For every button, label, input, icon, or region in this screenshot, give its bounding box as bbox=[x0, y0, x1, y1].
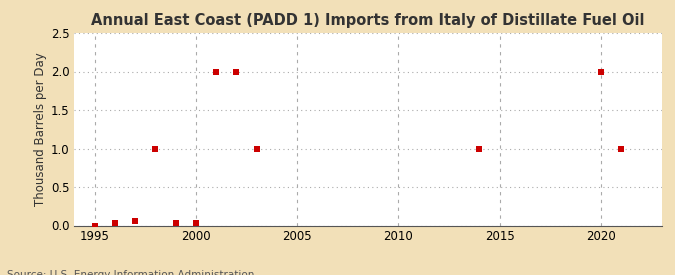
Point bbox=[109, 221, 120, 226]
Title: Annual East Coast (PADD 1) Imports from Italy of Distillate Fuel Oil: Annual East Coast (PADD 1) Imports from … bbox=[91, 13, 645, 28]
Point bbox=[150, 146, 161, 151]
Point bbox=[130, 219, 140, 223]
Point bbox=[89, 223, 100, 228]
Text: Source: U.S. Energy Information Administration: Source: U.S. Energy Information Administ… bbox=[7, 271, 254, 275]
Point bbox=[474, 146, 485, 151]
Point bbox=[231, 69, 242, 74]
Point bbox=[251, 146, 262, 151]
Point bbox=[170, 221, 181, 226]
Point bbox=[595, 69, 606, 74]
Point bbox=[190, 221, 201, 226]
Y-axis label: Thousand Barrels per Day: Thousand Barrels per Day bbox=[34, 52, 47, 206]
Point bbox=[616, 146, 626, 151]
Point bbox=[211, 69, 221, 74]
